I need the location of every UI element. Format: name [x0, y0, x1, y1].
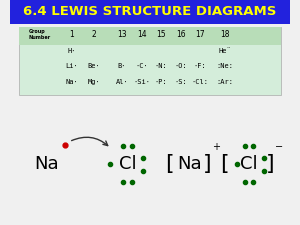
Text: ·C·: ·C· [135, 63, 148, 69]
Text: ·N:: ·N: [155, 63, 167, 69]
Text: 13: 13 [117, 30, 127, 39]
Text: B·: B· [118, 63, 126, 69]
FancyBboxPatch shape [11, 0, 290, 24]
Text: Li·: Li· [65, 63, 78, 69]
Text: ·Cl:: ·Cl: [192, 79, 209, 85]
Text: Be·: Be· [88, 63, 100, 69]
Text: H·: H· [68, 48, 76, 54]
Text: Na·: Na· [65, 79, 78, 85]
Text: Mg·: Mg· [88, 79, 100, 85]
FancyBboxPatch shape [19, 27, 281, 94]
Text: 16: 16 [176, 30, 185, 39]
Text: 1: 1 [70, 30, 74, 39]
Text: ·S:: ·S: [174, 79, 187, 85]
Text: [: [ [165, 154, 174, 174]
Text: 15: 15 [156, 30, 166, 39]
FancyBboxPatch shape [19, 27, 281, 45]
Text: :Ar:: :Ar: [217, 79, 234, 85]
Text: Na: Na [34, 155, 59, 173]
Text: Group
Number: Group Number [28, 29, 51, 40]
Text: ]: ] [203, 154, 212, 174]
Text: ]: ] [266, 154, 274, 174]
Text: ·O:: ·O: [174, 63, 187, 69]
Text: 6.4 LEWIS STRUCTURE DIAGRAMS: 6.4 LEWIS STRUCTURE DIAGRAMS [23, 5, 277, 18]
Text: ·Si·: ·Si· [133, 79, 150, 85]
Text: Na: Na [177, 155, 201, 173]
Text: [: [ [220, 154, 228, 174]
Text: ·F:: ·F: [194, 63, 207, 69]
Text: 18: 18 [220, 30, 230, 39]
Text: Al·: Al· [116, 79, 128, 85]
FancyArrowPatch shape [72, 137, 108, 146]
Text: 17: 17 [195, 30, 205, 39]
Text: He¨: He¨ [219, 48, 232, 54]
Text: Cl: Cl [119, 155, 136, 173]
Text: ·P:: ·P: [155, 79, 167, 85]
Text: Cl: Cl [240, 155, 258, 173]
Text: +: + [212, 142, 220, 152]
Text: 2: 2 [92, 30, 97, 39]
Text: −: − [275, 142, 283, 152]
Text: 14: 14 [137, 30, 146, 39]
Text: :Ne:: :Ne: [217, 63, 234, 69]
